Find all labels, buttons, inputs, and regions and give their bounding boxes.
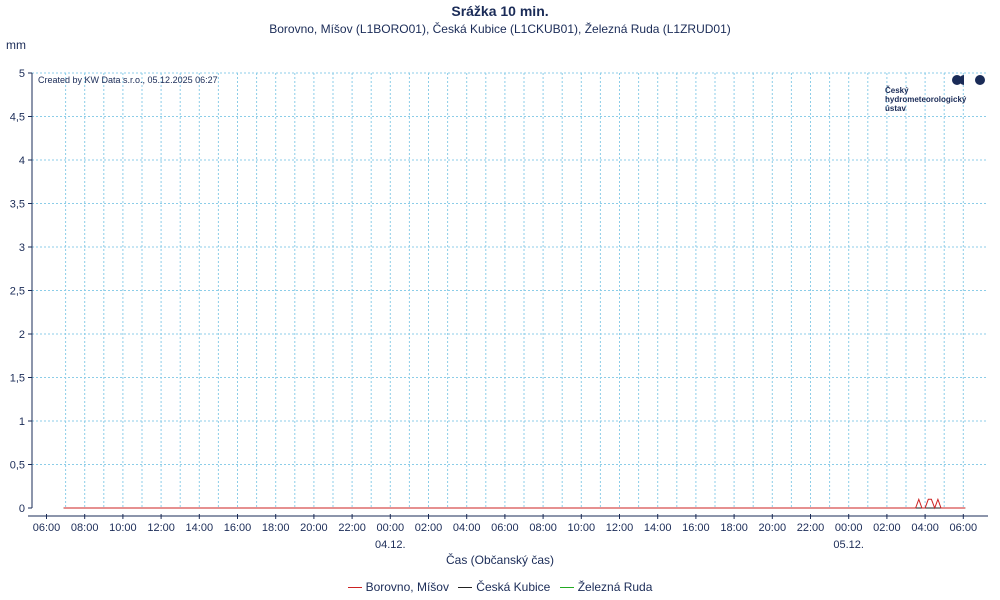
x-tick-label: 22:00 [797, 522, 825, 534]
legend-label: Železná Ruda [577, 580, 653, 594]
logo-line-3: ústav [885, 104, 906, 113]
x-tick-label: 10:00 [568, 522, 596, 534]
y-tick-label: 0 [19, 503, 25, 515]
x-tick-label: 14:00 [644, 522, 672, 534]
x-date-label: 04.12. [375, 539, 406, 551]
x-tick-label: 06:00 [33, 522, 61, 534]
legend-swatch [559, 587, 574, 589]
x-tick-label: 14:00 [186, 522, 214, 534]
y-tick-label: 4,5 [10, 112, 25, 124]
chart-tick-labels: 0 0,5 1 1,5 2 2,5 3 3,5 4 4,5 5 06:00 08:00 10:00 12:0… [10, 68, 977, 551]
y-tick-label: 3,5 [10, 199, 25, 211]
x-tick-label: 00:00 [377, 522, 405, 534]
logo-line-2: hydrometeorologický [885, 95, 967, 104]
x-tick-label: 02:00 [873, 522, 901, 534]
x-tick-label: 12:00 [606, 522, 634, 534]
legend-item-ceska-kubice: Česká Kubice [458, 580, 550, 594]
x-tick-label: 08:00 [71, 522, 99, 534]
x-tick-label: 16:00 [224, 522, 252, 534]
y-tick-label: 2 [19, 329, 25, 341]
chart-title: Srážka 10 min. [451, 3, 549, 19]
x-tick-label: 06:00 [950, 522, 978, 534]
x-tick-label: 08:00 [529, 522, 557, 534]
chart-series [63, 497, 966, 510]
legend-item-borovno: Borovno, Míšov [347, 580, 449, 594]
x-tick-label: 10:00 [109, 522, 137, 534]
x-tick-label: 04:00 [453, 522, 481, 534]
y-tick-label: 0,5 [10, 460, 25, 472]
legend-item-zelezna-ruda: Železná Ruda [559, 580, 653, 594]
chart-grid [32, 72, 988, 508]
y-tick-label: 1,5 [10, 373, 25, 385]
y-tick-label: 3 [19, 242, 25, 254]
legend-label: Borovno, Míšov [365, 580, 449, 594]
x-tick-label: 00:00 [835, 522, 863, 534]
x-tick-label: 18:00 [262, 522, 290, 534]
chart-axes [28, 72, 988, 519]
y-axis-unit: mm [6, 38, 26, 52]
x-axis-label: Čas (Občanský čas) [445, 553, 555, 567]
x-tick-label: 02:00 [415, 522, 443, 534]
y-tick-label: 4 [19, 155, 25, 167]
legend-label: Česká Kubice [476, 580, 551, 594]
series-line [63, 497, 966, 510]
logo-line-1: Český [885, 86, 909, 95]
legend-swatch [347, 587, 362, 589]
x-tick-label: 20:00 [300, 522, 328, 534]
x-tick-label: 20:00 [759, 522, 787, 534]
chart-subtitle: Borovno, Míšov (L1BORO01), Česká Kubice … [269, 22, 731, 36]
chart-legend: Borovno, Míšov Česká Kubice Železná Ruda [0, 580, 1000, 594]
x-tick-label: 16:00 [682, 522, 710, 534]
y-tick-label: 5 [19, 68, 25, 80]
x-tick-label: 06:00 [491, 522, 519, 534]
chmu-logo-icon [952, 75, 985, 85]
legend-swatch [458, 587, 473, 589]
created-by-note: Created by KW Data s.r.o., 05.12.2025 06… [38, 75, 218, 85]
x-tick-label: 04:00 [911, 522, 939, 534]
x-date-label: 05.12. [833, 539, 864, 551]
x-tick-label: 22:00 [338, 522, 366, 534]
x-tick-label: 18:00 [720, 522, 748, 534]
x-tick-label: 12:00 [147, 522, 175, 534]
y-tick-label: 2,5 [10, 286, 25, 298]
y-tick-label: 1 [19, 416, 25, 428]
